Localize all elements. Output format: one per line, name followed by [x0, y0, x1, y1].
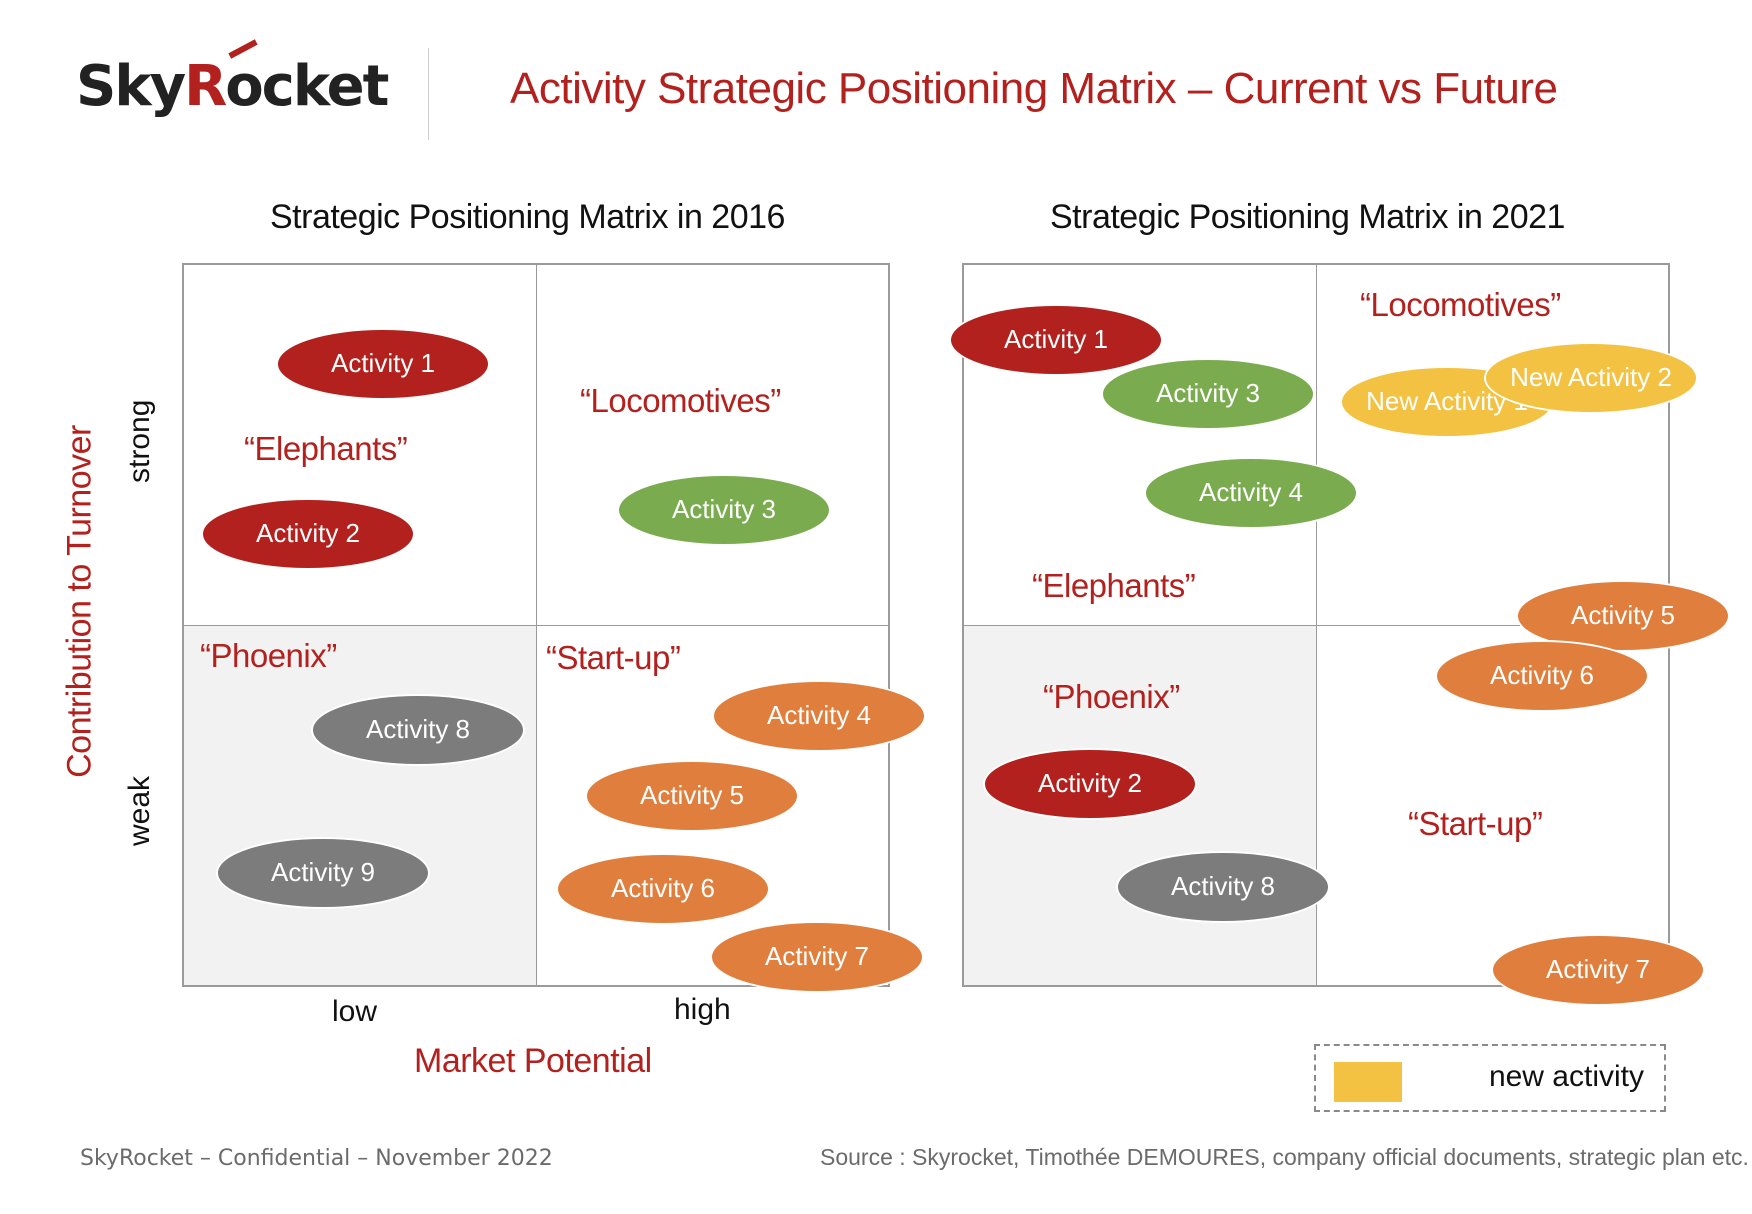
header-divider — [428, 48, 429, 140]
page-title: Activity Strategic Positioning Matrix – … — [510, 64, 1558, 113]
activity-bubble: Activity 1 — [949, 304, 1163, 376]
quadrant-label-elephants: “Elephants” — [1032, 567, 1196, 604]
legend-label: new activity — [1488, 1060, 1644, 1093]
footer-source: Source : Skyrocket, Timothée DEMOURES, c… — [820, 1144, 1749, 1170]
quadrant-label-startup: “Start-up” — [1408, 805, 1543, 842]
activity-bubble: Activity 2 — [201, 498, 415, 570]
legend-new-activity-swatch — [1334, 1062, 1402, 1102]
activity-bubble: Activity 4 — [712, 680, 926, 752]
matrix-horizontal-divider — [964, 625, 1668, 626]
y-axis-strong-label: strong — [123, 399, 156, 483]
matrix-2021-title: Strategic Positioning Matrix in 2021 — [1050, 198, 1565, 236]
quadrant-label-locomotives: “Locomotives” — [580, 382, 781, 419]
activity-bubble: Activity 3 — [1101, 358, 1315, 430]
footer-confidential: SkyRocket – Confidential – November 2022 — [80, 1146, 553, 1171]
y-axis-weak-label: weak — [123, 775, 156, 847]
activity-bubble: Activity 5 — [585, 760, 799, 832]
y-axis-title: Contribution to Turnover — [60, 425, 99, 778]
matrix-2016-title: Strategic Positioning Matrix in 2016 — [270, 198, 785, 236]
activity-bubble: Activity 2 — [983, 748, 1197, 820]
x-axis-low-label: low — [332, 995, 378, 1028]
quadrant-label-phoenix: “Phoenix” — [1043, 678, 1180, 715]
x-axis-title: Market Potential — [414, 1042, 652, 1080]
quadrant-label-phoenix: “Phoenix” — [200, 637, 337, 674]
activity-bubble: Activity 6 — [556, 853, 770, 925]
matrix-horizontal-divider — [184, 625, 888, 626]
activity-bubble: Activity 4 — [1144, 457, 1358, 529]
activity-bubble: Activity 1 — [276, 328, 490, 400]
quadrant-label-startup: “Start-up” — [546, 639, 681, 676]
quadrant-label-elephants: “Elephants” — [244, 430, 408, 467]
activity-bubble: Activity 9 — [216, 837, 430, 909]
x-axis-high-label: high — [674, 993, 731, 1026]
new-activity-bubble: New Activity 2 — [1484, 342, 1698, 414]
phoenix-quadrant-shade — [184, 625, 536, 985]
activity-bubble: Activity 8 — [311, 694, 525, 766]
legend: new activity — [1314, 1044, 1666, 1112]
activity-bubble: Activity 3 — [617, 474, 831, 546]
activity-bubble: Activity 7 — [1491, 934, 1705, 1006]
skyrocket-logo: SkyRocket — [76, 39, 396, 140]
activity-bubble: Activity 8 — [1116, 851, 1330, 923]
quadrant-label-locomotives: “Locomotives” — [1360, 286, 1561, 323]
activity-bubble: Activity 7 — [710, 921, 924, 993]
activity-bubble: Activity 6 — [1435, 640, 1649, 712]
logo-wordmark: SkyRocket — [76, 54, 389, 119]
